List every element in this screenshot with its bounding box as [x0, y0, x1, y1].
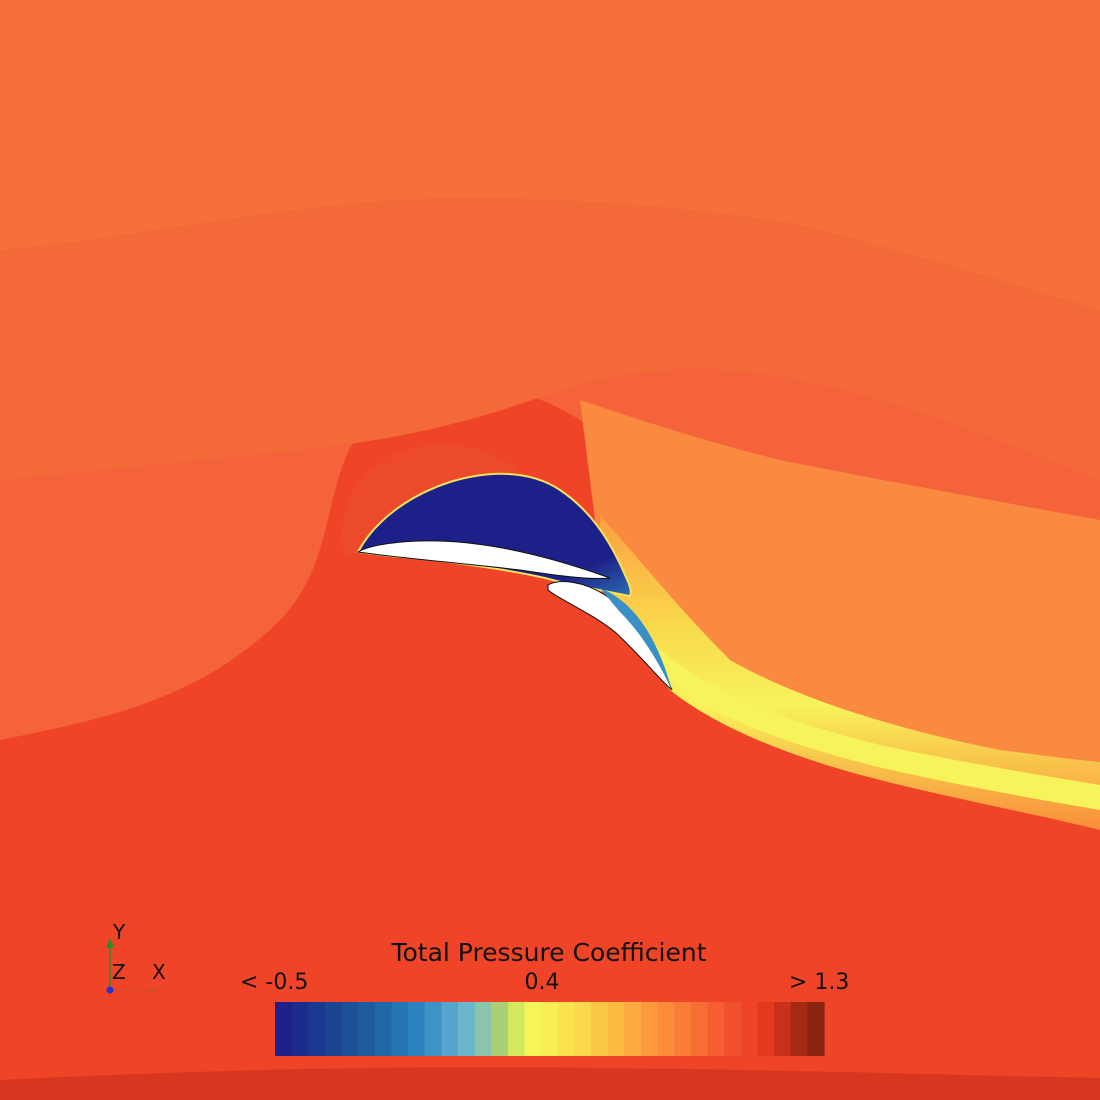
- legend-mid-label: 0.4: [524, 970, 560, 995]
- x-axis-arrow: [150, 986, 160, 994]
- colorbar-segment: [724, 1002, 742, 1056]
- colorbar-segment: [690, 1002, 709, 1056]
- axis-triad: [106, 938, 160, 994]
- wake-core: [650, 640, 1100, 810]
- x-axis-label: X: [152, 960, 166, 984]
- colorbar-segment: [807, 1002, 825, 1056]
- colorbar-segment: [308, 1002, 326, 1056]
- colorbar-segment: [674, 1002, 692, 1056]
- legend-min-label: < -0.5: [240, 970, 309, 995]
- field-leading-edge-bulge: [341, 444, 520, 560]
- field-top-mid-band: [0, 198, 1100, 480]
- colorbar-segment: [391, 1002, 409, 1056]
- colorbar-segment: [591, 1002, 609, 1056]
- field-downstream-band: [580, 400, 1100, 820]
- y-axis-arrow: [106, 938, 114, 948]
- colorbar: [275, 1002, 825, 1056]
- colorbar-segment: [324, 1002, 343, 1056]
- legend-title: Total Pressure Coefficient: [391, 938, 707, 967]
- colorbar-segment: [574, 1002, 592, 1056]
- colorbar-segment: [790, 1002, 808, 1056]
- colorbar-segment: [474, 1002, 492, 1056]
- colorbar-segment: [441, 1002, 459, 1056]
- colorbar-segment: [557, 1002, 576, 1056]
- colorbar-segment: [607, 1002, 625, 1056]
- z-axis-origin: [106, 986, 114, 994]
- colorbar-segment: [541, 1002, 559, 1056]
- colorbar-segment: [507, 1002, 526, 1056]
- colorbar-segment: [408, 1002, 426, 1056]
- z-axis-label: Z: [112, 960, 126, 984]
- colorbar-segment: [341, 1002, 359, 1056]
- colorbar-segment: [774, 1002, 792, 1056]
- colorbar-segment: [374, 1002, 393, 1056]
- colorbar-segment: [757, 1002, 775, 1056]
- colorbar-segment: [458, 1002, 476, 1056]
- field-bottom-edge: [0, 1067, 1100, 1100]
- colorbar-segment: [624, 1002, 642, 1056]
- colorbar-segment: [424, 1002, 442, 1056]
- colorbar-segment: [740, 1002, 759, 1056]
- colorbar-segment: [524, 1002, 542, 1056]
- colorbar-segment: [641, 1002, 659, 1056]
- colorbar-segment: [657, 1002, 675, 1056]
- y-axis-label: Y: [113, 920, 126, 944]
- colorbar-segment: [358, 1002, 376, 1056]
- colorbar-segment: [275, 1002, 293, 1056]
- field-freestream-band: [0, 0, 1100, 310]
- main-airfoil: [356, 540, 611, 580]
- colorbar-segment: [291, 1002, 309, 1056]
- colorbar-segment: [707, 1002, 725, 1056]
- flap-airfoil: [547, 581, 673, 691]
- wake-region: [600, 515, 1100, 830]
- legend-max-label: > 1.3: [789, 970, 850, 995]
- colorbar-segment: [491, 1002, 509, 1056]
